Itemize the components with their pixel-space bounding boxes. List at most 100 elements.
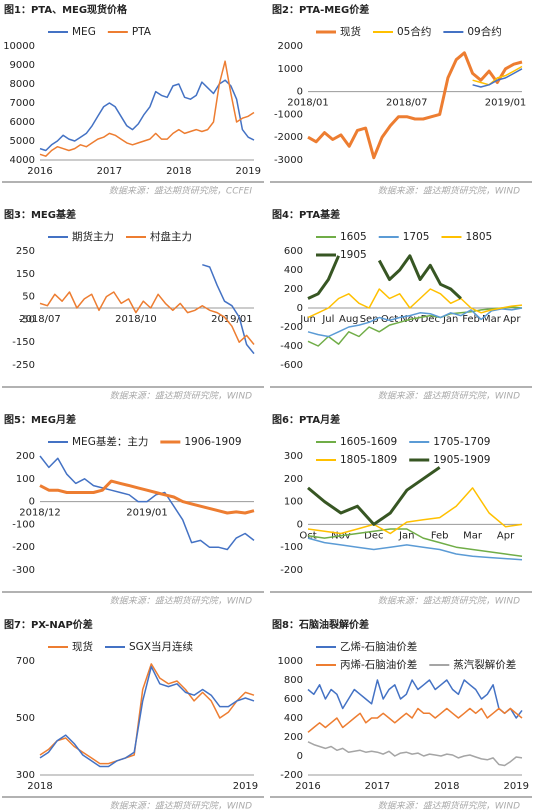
y-tick-label: -2000 [274, 132, 303, 143]
y-tick-label: 10000 [3, 41, 35, 52]
y-tick-label: -100 [12, 519, 35, 530]
panel-title: 图1：PTA、MEG现货价格 [4, 3, 128, 16]
y-tick-label: -200 [280, 770, 303, 781]
y-tick-label: -250 [12, 360, 35, 371]
x-tick-label: Oct [381, 314, 398, 325]
y-tick-label: 2000 [278, 41, 303, 52]
x-tick-label: Jun [299, 314, 316, 325]
y-tick-label: -600 [280, 360, 303, 371]
legend-label: 村盘主力 [150, 230, 192, 243]
legend-label: 1906-1909 [184, 436, 241, 448]
legend-label: 1905-1909 [433, 454, 490, 466]
x-tick-label: 2018 [27, 781, 52, 792]
y-tick-label: 6000 [10, 117, 35, 128]
y-tick-label: -200 [280, 322, 303, 333]
legend-label: 05合约 [397, 25, 431, 38]
series-line [307, 466, 441, 526]
legend-label: 1805-1809 [340, 454, 397, 466]
x-tick-label: Mar [482, 314, 502, 325]
legend-label: MEG基差：主力 [72, 435, 148, 448]
x-tick-label: 2016 [27, 166, 52, 177]
panel-title: 图8：石脑油裂解价差 [272, 618, 369, 631]
x-tick-label: Aug [339, 314, 359, 325]
series-line [307, 528, 523, 558]
x-tick-label: Jan [398, 530, 414, 541]
series-line [39, 455, 255, 551]
x-tick-label: Feb [462, 314, 480, 325]
legend-label: 期货主力 [72, 230, 114, 243]
y-tick-label: 100 [284, 497, 303, 508]
y-tick-label: 400 [284, 265, 303, 276]
series-line [307, 51, 523, 160]
series-line [39, 60, 255, 157]
y-tick-label: 200 [284, 284, 303, 295]
y-tick-label: 500 [16, 713, 35, 724]
y-tick-label: 0 [29, 497, 35, 508]
y-tick-label: 800 [284, 675, 303, 686]
x-tick-label: Sep [360, 314, 379, 325]
source-note: 数据来源：盛达期货研究院，WIND [110, 801, 252, 812]
series-line [307, 679, 523, 719]
y-tick-label: -50 [19, 314, 35, 325]
y-tick-label: 9000 [10, 60, 35, 71]
x-tick-label: 2019/01 [211, 314, 253, 325]
x-tick-label: 2018/07 [19, 314, 61, 325]
source-note: 数据来源：盛达期货研究院，WIND [110, 596, 252, 607]
panel-title: 图4：PTA基差 [272, 208, 340, 221]
x-tick-label: Apr [503, 314, 521, 325]
legend-label: 09合约 [467, 25, 501, 38]
y-tick-label: -200 [280, 565, 303, 576]
y-tick-label: 300 [16, 770, 35, 781]
legend-label: PTA [132, 26, 152, 38]
y-tick-label: 700 [16, 656, 35, 667]
x-tick-label: Dec [364, 530, 383, 541]
series-line [307, 487, 523, 535]
series-line [39, 663, 255, 765]
x-tick-label: 2017 [365, 781, 390, 792]
x-tick-label: Jul [321, 314, 334, 325]
y-tick-label: 4000 [10, 155, 35, 166]
x-tick-label: Jan [442, 314, 458, 325]
source-note: 数据来源：盛达期货研究院，WIND [378, 596, 520, 607]
legend-label: 1605 [340, 231, 367, 243]
source-note: 数据来源：盛达期货研究院，WIND [378, 801, 520, 812]
series-line [307, 707, 523, 733]
y-tick-label: 0 [297, 751, 303, 762]
y-tick-label: 200 [284, 732, 303, 743]
y-tick-label: 1000 [278, 656, 303, 667]
x-tick-label: 2019 [235, 166, 260, 177]
series-line [39, 479, 255, 515]
y-tick-label: 7000 [10, 98, 35, 109]
x-tick-label: 2016 [295, 781, 320, 792]
source-note: 数据来源：盛达期货研究院，WIND [378, 186, 520, 197]
series-line [307, 307, 523, 338]
y-tick-label: 600 [284, 246, 303, 257]
y-tick-label: -150 [12, 337, 35, 348]
x-tick-label: 2018/10 [115, 314, 157, 325]
series-line [39, 291, 255, 345]
x-tick-label: Mar [463, 530, 483, 541]
y-tick-label: -400 [280, 341, 303, 352]
panel-title: 图7：PX-NAP价差 [4, 618, 93, 631]
source-note: 数据来源：盛达期货研究院，WIND [110, 391, 252, 402]
legend-label: 1705 [403, 231, 430, 243]
legend-label: 1705-1709 [433, 436, 490, 448]
y-tick-label: -1000 [274, 109, 303, 120]
x-tick-label: 2019 [503, 781, 528, 792]
x-tick-label: 2018/12 [19, 508, 61, 519]
source-note: 数据来源：盛达期货研究院，CCFEI [109, 186, 252, 197]
y-tick-label: 1000 [278, 64, 303, 75]
x-tick-label: 2018 [434, 781, 459, 792]
x-tick-label: 2019/01 [126, 508, 168, 519]
legend-label: 现货 [72, 640, 93, 653]
series-line [307, 288, 523, 319]
y-tick-label: 50 [22, 292, 35, 303]
x-tick-label: Feb [431, 530, 449, 541]
legend-label: 现货 [340, 25, 361, 38]
panel-title: 图2：PTA-MEG价差 [272, 3, 369, 16]
x-tick-label: 2018/07 [386, 98, 428, 109]
y-tick-label: 250 [16, 246, 35, 257]
panel-title: 图3：MEG基差 [4, 208, 76, 221]
y-tick-label: 200 [16, 451, 35, 462]
series-line [307, 537, 523, 561]
